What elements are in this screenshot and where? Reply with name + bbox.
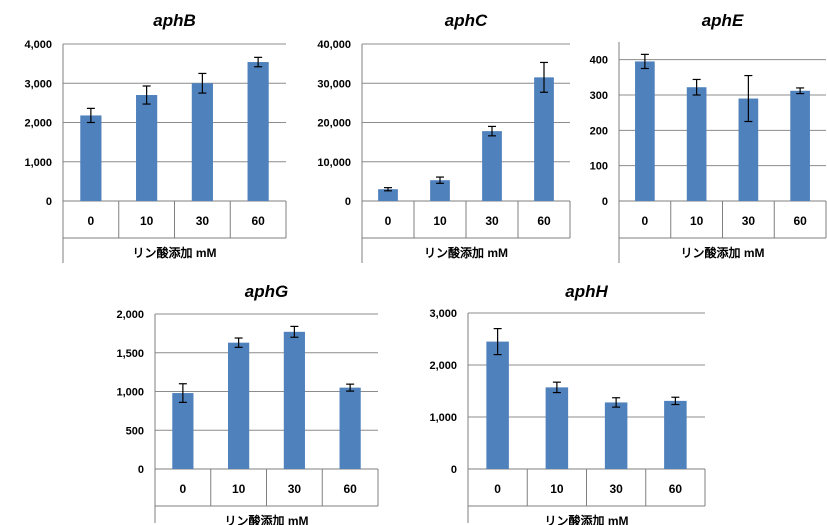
- y-tick-label: 500: [126, 425, 144, 437]
- y-tick-label: 2,000: [24, 118, 52, 130]
- bar-30: [191, 83, 213, 201]
- bar-0: [635, 61, 655, 201]
- y-tick-label: 1,000: [24, 157, 52, 169]
- bar-10: [686, 87, 707, 201]
- y-tick-label: 0: [602, 196, 608, 208]
- x-tick-label: 30: [742, 214, 756, 228]
- chart-title: aphE: [702, 11, 744, 30]
- chart-title: aphH: [565, 282, 608, 301]
- x-tick-label: 0: [494, 482, 501, 496]
- chart-title: aphG: [245, 282, 288, 301]
- x-tick-label: 60: [537, 214, 551, 228]
- chart-panel-aphH: aphH 0 1,000 2,000 3,000 0 10 30 60 リン酸添加 mM: [429, 282, 706, 525]
- x-axis-label: リン酸添加 mM: [680, 245, 764, 260]
- x-tick-label: 60: [669, 482, 683, 496]
- y-tick-label: 40,000: [317, 39, 351, 51]
- bar-10: [545, 387, 569, 469]
- x-tick-label: 0: [88, 214, 95, 228]
- y-tick-label: 3,000: [24, 78, 52, 90]
- chart-title: aphB: [153, 11, 196, 30]
- x-tick-label: 0: [642, 214, 649, 228]
- x-tick-label: 30: [485, 214, 499, 228]
- bar-30: [482, 131, 502, 201]
- x-tick-label: 0: [385, 214, 392, 228]
- y-tick-label: 1,000: [429, 412, 457, 424]
- y-tick-label: 3,000: [429, 308, 457, 320]
- x-axis-label: リン酸添加 mM: [544, 513, 628, 525]
- bar-60: [790, 90, 810, 201]
- chart-panel-aphG: aphG 0 500 1,000 1,500 2,000 0 10 30 60 リン酸添加 mM: [116, 282, 379, 525]
- y-tick-label: 400: [590, 55, 608, 67]
- chart-panel-aphE: aphE 0 100 200 300 400 0 10 30 60 リン酸添加 mM: [590, 11, 827, 263]
- y-tick-label: 1,000: [116, 387, 144, 399]
- bar-60: [247, 62, 269, 202]
- chart-title: aphC: [445, 11, 488, 30]
- y-tick-label: 30,000: [317, 78, 351, 90]
- bar-60: [339, 387, 361, 469]
- chart-panel-aphB: aphB 0 1,000 2,000 3,000 4,000 0 10 30 60 リン酸添加 mM: [24, 11, 287, 263]
- x-tick-label: 60: [343, 482, 357, 496]
- y-tick-label: 1,500: [116, 348, 144, 360]
- y-tick-label: 4,000: [24, 39, 52, 51]
- bar-30: [283, 331, 305, 469]
- x-axis-label: リン酸添加 mM: [224, 513, 308, 525]
- bar-0: [80, 115, 102, 201]
- bar-0: [486, 341, 509, 469]
- bar-0: [172, 393, 194, 469]
- x-tick-label: 60: [251, 214, 265, 228]
- y-tick-label: 2,000: [429, 360, 457, 372]
- bar-0: [378, 189, 398, 201]
- x-tick-label: 0: [180, 482, 187, 496]
- y-tick-label: 10,000: [317, 157, 351, 169]
- y-tick-label: 100: [590, 161, 608, 173]
- chart-panel-aphC: aphC 0 10,000 20,000 30,000 40,000 0 10 30 60 リン酸添…: [317, 11, 571, 263]
- x-tick-label: 30: [609, 482, 623, 496]
- y-tick-label: 2,000: [116, 309, 144, 321]
- y-tick-label: 20,000: [317, 118, 351, 130]
- x-tick-label: 30: [196, 214, 210, 228]
- y-tick-label: 0: [345, 196, 351, 208]
- x-tick-label: 10: [690, 214, 704, 228]
- x-tick-label: 30: [288, 482, 302, 496]
- x-tick-label: 10: [433, 214, 447, 228]
- x-axis-label: リン酸添加 mM: [132, 245, 216, 260]
- x-tick-label: 10: [232, 482, 246, 496]
- x-axis-label: リン酸添加 mM: [424, 245, 508, 260]
- y-tick-label: 200: [590, 125, 608, 137]
- bar-60: [534, 77, 554, 201]
- y-tick-label: 300: [590, 90, 608, 102]
- x-tick-label: 10: [140, 214, 154, 228]
- y-tick-label: 0: [138, 464, 144, 476]
- bar-10: [228, 342, 250, 469]
- x-tick-label: 10: [550, 482, 564, 496]
- x-tick-label: 60: [793, 214, 807, 228]
- bar-30: [604, 402, 628, 469]
- bar-60: [664, 400, 687, 469]
- y-tick-label: 0: [46, 196, 52, 208]
- bar-10: [430, 180, 450, 201]
- bar-10: [136, 95, 158, 201]
- bar-30: [738, 98, 759, 201]
- y-tick-label: 0: [451, 464, 457, 476]
